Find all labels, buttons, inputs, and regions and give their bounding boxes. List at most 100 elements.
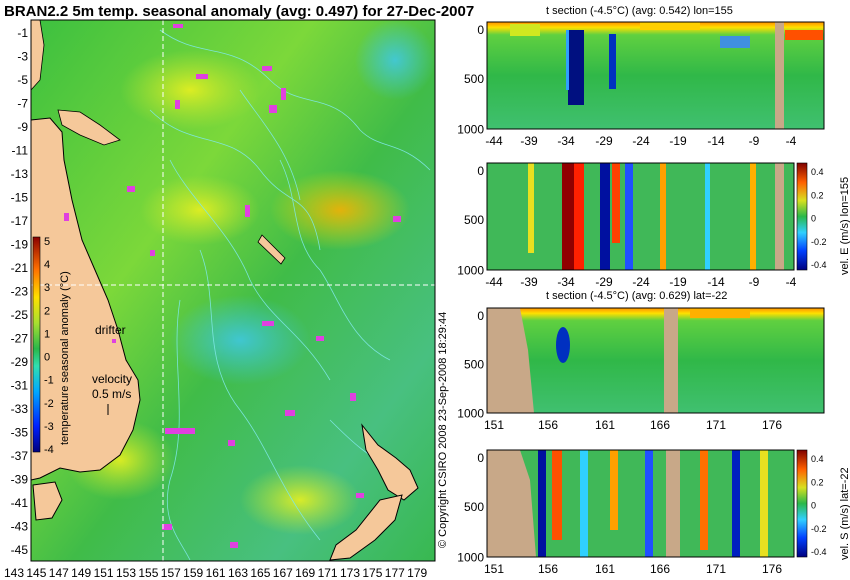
map-title: BRAN2.2 5m temp. seasonal anomaly (avg: … — [4, 3, 474, 20]
vel-colorbar-tick: -0.4 — [811, 260, 827, 270]
temp-colorbar — [32, 236, 41, 453]
section-y-tick-label: 0 — [477, 164, 484, 178]
map-y-tick-label: -9 — [17, 120, 28, 134]
section4-band — [580, 450, 588, 557]
drifter-mark — [175, 100, 180, 109]
section-y-tick-label: 0 — [477, 451, 484, 465]
temp-colorbar-ticks: 5 4 3 2 1 0 -1 -2 -3 -4 — [44, 236, 54, 456]
map-x-tick-label: 179 — [407, 566, 427, 580]
section-x-tick-label: -29 — [595, 275, 613, 289]
drifter-mark — [350, 393, 356, 401]
section-x-tick-label: -34 — [557, 275, 575, 289]
section4-band3 — [645, 450, 653, 557]
section1-warm-surface2 — [640, 22, 700, 30]
map-x-tick-label: 151 — [94, 566, 114, 580]
map-y-tick-label: -5 — [17, 73, 28, 87]
section-x-tick-label: 156 — [538, 418, 558, 432]
section1-cold-edge — [566, 30, 569, 90]
temp-colorbar-tick: 2 — [44, 305, 50, 317]
temp-colorbar-tick: -3 — [44, 421, 54, 433]
vel-colorbar-tick: 0.2 — [811, 477, 824, 487]
map-y-tick-label: -25 — [11, 308, 29, 322]
map-y-tick-label: -45 — [11, 543, 29, 557]
map-y-tick-label: -33 — [11, 402, 29, 416]
section-x-tick-label: -4 — [786, 275, 797, 289]
section1-land — [775, 22, 784, 129]
section1-plot — [486, 21, 825, 130]
section-panels: t section (-4.5°C) (avg: 0.542) lon=155 — [457, 5, 850, 576]
drifter-mark — [356, 493, 364, 498]
section-x-tick-label: -39 — [520, 275, 538, 289]
section-x-tick-label: 156 — [538, 562, 558, 576]
map-x-tick-label: 149 — [71, 566, 91, 580]
section-x-tick-label: -9 — [749, 275, 760, 289]
section-x-tick-label: 166 — [650, 418, 670, 432]
land-nz-south — [329, 494, 403, 561]
land-gulf-coast — [57, 109, 121, 146]
map-x-tick-label: 153 — [116, 566, 136, 580]
anomaly-warm-coral — [140, 175, 260, 245]
drifter-mark — [196, 74, 208, 79]
section-x-tick-label: -34 — [557, 134, 575, 148]
section2-east-jet — [562, 163, 574, 270]
section-x-tick-label: -29 — [595, 134, 613, 148]
anomaly-cool-tasman — [170, 295, 310, 385]
section-y-tick-label: 1000 — [457, 123, 484, 137]
anomaly-warm-se — [240, 465, 360, 535]
anomaly-warm-north — [120, 50, 260, 130]
map-x-tick-label: 163 — [228, 566, 248, 580]
map-y-tick-label: -7 — [17, 97, 28, 111]
map-x-tick-label: 143 — [4, 566, 24, 580]
map-y-tick-label: -1 — [17, 26, 28, 40]
legend-velocity: velocity — [92, 372, 132, 386]
map-y-tick-label: -37 — [11, 449, 29, 463]
copyright-text: © Copyright CSIRO 2008 23-Sep-2008 18:29… — [437, 312, 449, 548]
land-new-caledonia — [257, 234, 286, 265]
section-y-tick-label: 1000 — [457, 264, 484, 278]
section2-east-jet2 — [574, 163, 584, 270]
section4-plot — [486, 449, 795, 558]
drifter-mark — [262, 321, 274, 326]
temp-colorbar-tick: 0 — [44, 352, 50, 364]
section-y-tick-label: 1000 — [457, 407, 484, 421]
section2-plot — [486, 162, 795, 271]
land-australia — [31, 118, 140, 480]
section4-land-australia — [487, 450, 536, 557]
map-y-tick-label: -21 — [11, 261, 29, 275]
section-x-tick-label: -19 — [669, 134, 687, 148]
map-y-tick-label: -27 — [11, 332, 29, 346]
section4-land — [666, 450, 680, 557]
section1-warm-surface — [510, 24, 540, 36]
section1-frame — [486, 21, 825, 130]
drifter-mark — [262, 66, 272, 71]
section1-cool-patch — [720, 36, 750, 48]
drifter-mark — [64, 213, 69, 221]
section2-frame — [486, 162, 795, 271]
vel-colorbar-tick: 0 — [811, 214, 816, 224]
anomaly-hot-east — [270, 170, 410, 250]
section-x-tick-label: -39 — [520, 134, 538, 148]
section1-title: t section (-4.5°C) (avg: 0.542) lon=155 — [546, 5, 733, 17]
section4-jet — [538, 450, 546, 557]
section3-frame — [486, 307, 825, 414]
temp-colorbar-tick: 1 — [44, 328, 50, 340]
section4-band4 — [700, 450, 708, 550]
drifter-markers — [64, 24, 401, 548]
section3-warm-surface — [690, 308, 750, 318]
section2-east-jet3 — [612, 163, 620, 243]
section-x-tick-label: -19 — [669, 275, 687, 289]
map-x-tick-label: 145 — [26, 566, 46, 580]
section-y-tick-label: 0 — [477, 309, 484, 323]
section2-west-jet2 — [625, 163, 633, 270]
map-x-tick-label: 175 — [362, 566, 382, 580]
section-x-tick-label: -44 — [485, 275, 503, 289]
section-y-tick-label: 500 — [464, 357, 484, 371]
map-frame — [30, 19, 436, 562]
temp-colorbar-tick: 3 — [44, 282, 50, 294]
drifter-mark — [127, 186, 135, 192]
section-y-tick-label: 500 — [464, 72, 484, 86]
section1-cold-core — [568, 30, 584, 105]
drifter-mark — [165, 428, 195, 434]
